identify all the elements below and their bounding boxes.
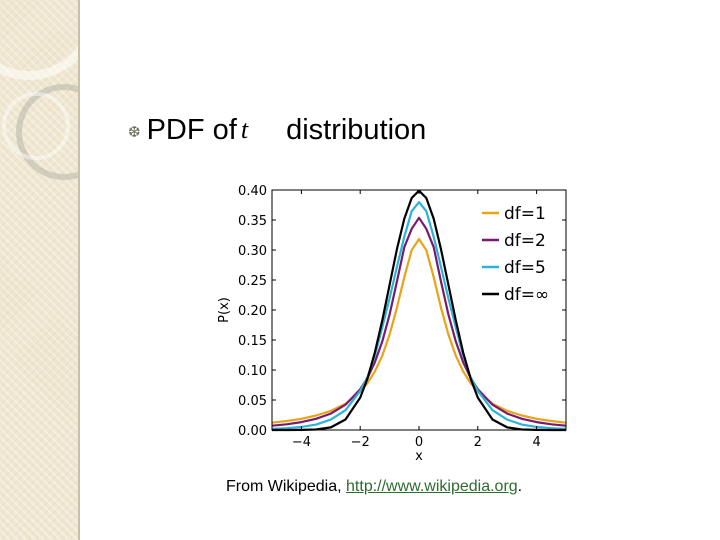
legend-label-3: df=5	[504, 258, 546, 278]
legend-label-4: df=∞	[504, 285, 549, 305]
y-axis-label: P(x)	[217, 297, 232, 323]
heading-suffix: distribution	[286, 113, 427, 146]
legend-label-1: df=1	[504, 204, 546, 224]
legend-label-2: df=2	[504, 231, 546, 251]
series-line-4	[272, 189, 566, 432]
bullet-icon: ❆	[128, 124, 141, 141]
x-tick-label: 0	[415, 435, 423, 450]
x-tick-label: −2	[351, 435, 370, 450]
caption-suffix: .	[517, 478, 523, 495]
y-tick-label: 0.25	[238, 274, 267, 289]
series-line-1	[271, 237, 567, 424]
caption-prefix: From Wikipedia,	[226, 478, 347, 495]
y-tick-label: 0.35	[238, 214, 267, 229]
y-tick-label: 0.30	[238, 244, 267, 259]
y-tick-label: 0.10	[238, 364, 267, 379]
series-line-3	[271, 201, 567, 430]
y-tick-label: 0.00	[238, 424, 267, 439]
t-symbol: t	[240, 115, 249, 144]
t-distribution-chart: 0.00 0.05 0.10 0.15 0.20 0.25 0.30 0.35 0.40 −4 −2…	[217, 184, 567, 464]
source-caption: From Wikipedia, http://www.wikipedia.org…	[226, 478, 522, 496]
x-tick-label: 4	[532, 435, 540, 450]
decorative-ring-top	[0, 0, 78, 80]
y-tick-label: 0.15	[238, 334, 267, 349]
heading-prefix: PDF of	[146, 113, 237, 146]
series-line-2	[271, 216, 567, 427]
x-tick-label: −4	[292, 435, 311, 450]
y-tick-label: 0.20	[238, 304, 267, 319]
decorative-sidebar	[0, 0, 78, 540]
x-tick-label: 2	[474, 435, 482, 450]
slide-heading: ❆ PDF of t distribution	[128, 108, 426, 152]
y-tick-label: 0.40	[238, 184, 267, 199]
y-tick-label: 0.05	[238, 394, 267, 409]
x-axis-label: x	[415, 449, 423, 464]
source-link[interactable]: http://www.wikipedia.org	[346, 478, 518, 495]
sidebar-divider	[78, 0, 80, 540]
plot-frame	[271, 189, 567, 431]
decorative-ring-inner	[2, 92, 70, 160]
